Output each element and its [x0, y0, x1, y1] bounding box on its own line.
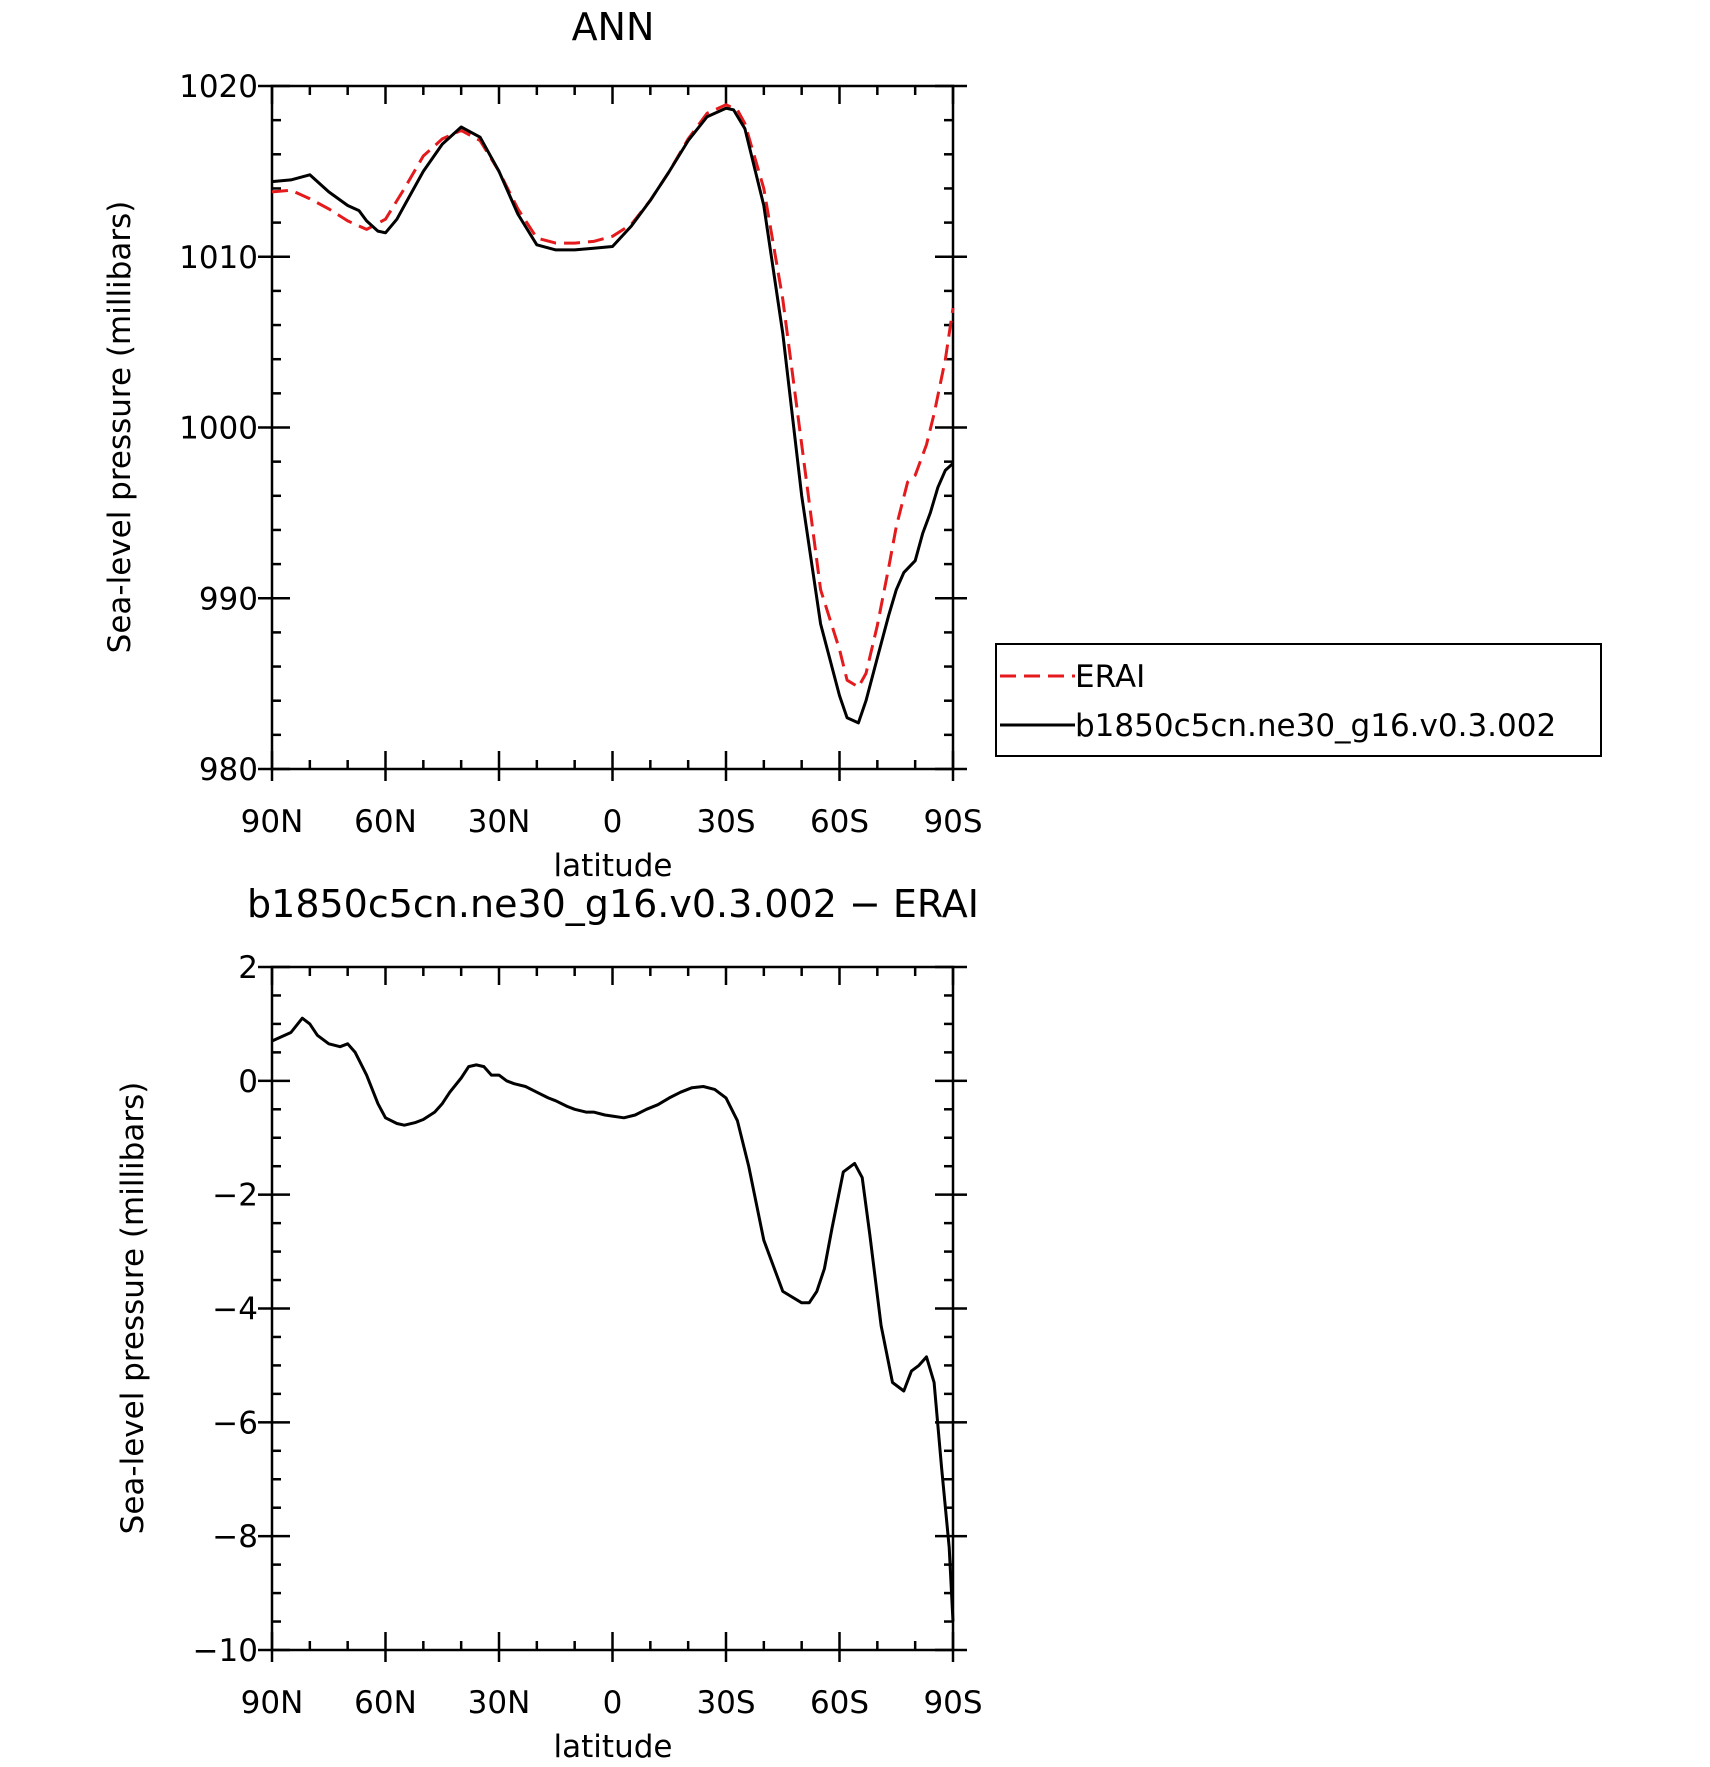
bottom-series-line-0 [271, 1016, 955, 1622]
top-plot-area [258, 84, 967, 781]
bottom-panel: b1850c5cn.ne30_g16.v0.3.002 − ERAI 90N 60… [115, 882, 983, 1765]
top-panel-title: ANN [572, 5, 655, 49]
bottom-x-tick-label: 90S [923, 1685, 982, 1721]
top-y-axis-label: Sea-level pressure (millibars) [102, 201, 138, 654]
top-panel: ANN 90N 60N 30N 0 30S 60S 90S 980 990 1000 1010 10… [102, 5, 983, 884]
top-x-tick-label: 30S [696, 804, 755, 840]
bottom-y-tick-label: −4 [212, 1292, 258, 1328]
bottom-x-tick-label: 60S [810, 1685, 869, 1721]
bottom-ticks [258, 965, 967, 1662]
bottom-y-tick-label: −6 [212, 1405, 258, 1441]
bottom-y-axis-label: Sea-level pressure (millibars) [115, 1082, 151, 1535]
top-y-tick-labels: 980 990 1000 1010 1020 [179, 69, 258, 788]
bottom-x-tick-label: 60N [354, 1685, 417, 1721]
top-x-axis-label: latitude [554, 848, 673, 884]
top-x-tick-labels: 90N 60N 30N 0 30S 60S 90S [241, 804, 983, 840]
top-ticks [258, 84, 967, 781]
bottom-x-tick-label: 0 [603, 1685, 623, 1721]
bottom-plot-area [258, 965, 967, 1662]
top-y-tick-label: 990 [199, 581, 258, 617]
legend: ERAI b1850c5cn.ne30_g16.v0.3.002 [995, 643, 1602, 757]
bottom-x-tick-label: 30N [468, 1685, 531, 1721]
top-series-line-1 [271, 106, 955, 725]
top-y-tick-label: 980 [199, 752, 258, 788]
legend-label-model: b1850c5cn.ne30_g16.v0.3.002 [1075, 708, 1556, 744]
bottom-series [271, 1016, 955, 1622]
top-series [271, 103, 955, 725]
top-y-tick-label: 1020 [179, 69, 258, 105]
bottom-x-tick-label: 90N [241, 1685, 304, 1721]
bottom-panel-title: b1850c5cn.ne30_g16.v0.3.002 − ERAI [247, 882, 979, 926]
top-x-tick-label: 90N [241, 804, 304, 840]
top-y-tick-label: 1010 [179, 240, 258, 276]
top-series-line-0 [271, 103, 955, 689]
top-x-tick-label: 90S [923, 804, 982, 840]
top-x-tick-label: 0 [603, 804, 623, 840]
bottom-y-tick-label: −2 [212, 1178, 258, 1214]
bottom-x-tick-labels: 90N 60N 30N 0 30S 60S 90S [241, 1685, 983, 1721]
top-x-tick-label: 60N [354, 804, 417, 840]
legend-box [995, 643, 1602, 757]
bottom-y-tick-label: −10 [193, 1633, 258, 1669]
top-plot-frame [270, 84, 955, 771]
bottom-y-tick-labels: −10 −8 −6 −4 −2 0 2 [193, 950, 258, 1669]
bottom-y-tick-label: −8 [212, 1519, 258, 1555]
bottom-y-tick-label: 0 [238, 1064, 258, 1100]
top-x-tick-label: 60S [810, 804, 869, 840]
bottom-x-tick-label: 30S [696, 1685, 755, 1721]
bottom-x-axis-label: latitude [554, 1729, 673, 1765]
top-x-tick-label: 30N [468, 804, 531, 840]
top-y-tick-label: 1000 [179, 411, 258, 447]
bottom-y-tick-label: 2 [238, 950, 258, 986]
bottom-plot-frame [270, 965, 955, 1652]
legend-label-erai: ERAI [1075, 659, 1145, 695]
